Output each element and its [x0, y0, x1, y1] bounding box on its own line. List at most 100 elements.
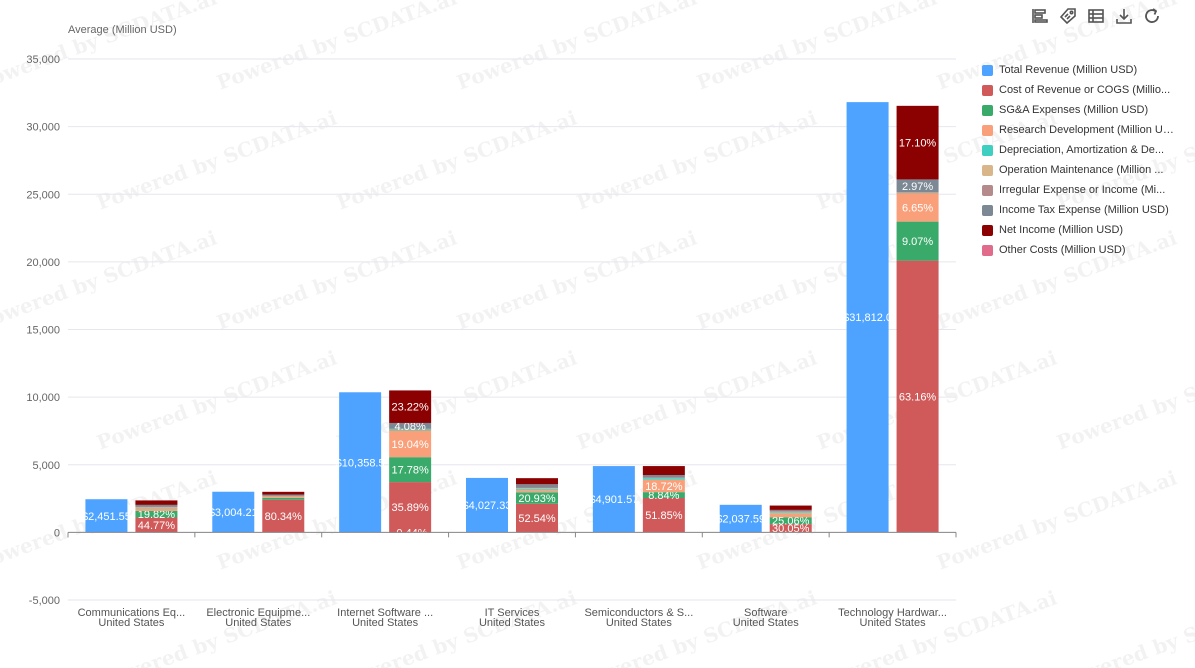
legend-item[interactable]: Irregular Expense or Income (Mi... — [982, 180, 1192, 200]
revenue-bar[interactable] — [466, 477, 508, 533]
stacked-segment[interactable] — [262, 499, 305, 533]
x-tick-sublabel: United States — [98, 617, 165, 629]
stacked-segment[interactable] — [896, 192, 939, 193]
chart-toolbar — [1030, 6, 1162, 26]
stacked-segment[interactable] — [896, 260, 939, 533]
stacked-segment[interactable] — [135, 507, 178, 508]
stacked-segment[interactable] — [135, 517, 178, 533]
y-tick-label: -5,000 — [29, 595, 60, 607]
segment-label: 2.97% — [902, 181, 933, 193]
stacked-segment[interactable] — [389, 422, 432, 429]
segment-label: 63.16% — [899, 391, 937, 403]
legend-item[interactable]: Total Revenue (Million USD) — [982, 60, 1192, 80]
stacked-segment[interactable] — [642, 478, 685, 480]
stacked-segment[interactable] — [135, 500, 178, 505]
download-icon[interactable] — [1114, 6, 1134, 26]
stacked-segment[interactable] — [516, 484, 558, 488]
legend-item[interactable]: Cost of Revenue or COGS (Millio... — [982, 80, 1192, 100]
segment-label: 20.93% — [518, 493, 556, 505]
revenue-bar-label: $4,027.33 — [463, 500, 512, 512]
stacked-segment[interactable] — [516, 478, 558, 485]
stacked-segment[interactable] — [516, 489, 558, 491]
stacked-segment[interactable] — [262, 496, 305, 498]
stacked-segment[interactable] — [769, 524, 812, 533]
revenue-bar[interactable] — [85, 499, 128, 533]
x-tick-sublabel: United States — [860, 617, 927, 629]
stacked-segment[interactable] — [135, 506, 178, 508]
stacked-segment[interactable] — [389, 428, 432, 430]
legend-item[interactable]: Research Development (Million USD) — [982, 120, 1192, 140]
revenue-bar[interactable] — [846, 102, 889, 533]
stacked-segment[interactable] — [135, 507, 178, 509]
stacked-segment[interactable] — [769, 511, 812, 513]
stacked-segment[interactable] — [642, 474, 685, 478]
tag-icon[interactable] — [1058, 6, 1078, 26]
stacked-segment[interactable] — [516, 492, 558, 504]
stacked-segment[interactable] — [135, 510, 178, 518]
watermark-text: Powered by SCDATA.ai — [574, 105, 821, 214]
stacked-segment[interactable] — [262, 495, 305, 497]
legend-item[interactable]: Income Tax Expense (Million USD) — [982, 200, 1192, 220]
stacked-segment[interactable] — [389, 429, 432, 431]
revenue-bar[interactable] — [339, 392, 382, 533]
stacked-segment[interactable] — [135, 508, 178, 511]
stacked-segment[interactable] — [896, 192, 939, 193]
stacked-segment[interactable] — [896, 192, 939, 194]
stacked-segment[interactable] — [769, 517, 812, 525]
stacked-segment[interactable] — [389, 390, 432, 423]
stacked-segment[interactable] — [389, 482, 432, 533]
stacked-segment[interactable] — [769, 511, 812, 512]
legend-item[interactable]: Other Costs (Million USD) — [982, 240, 1192, 260]
stacked-segment[interactable] — [769, 505, 812, 510]
stacked-segment[interactable] — [516, 503, 558, 533]
stacked-segment[interactable] — [516, 487, 558, 489]
legend-item[interactable]: Depreciation, Amortization & De... — [982, 140, 1192, 160]
stacked-segment[interactable] — [896, 105, 939, 180]
stacked-segment[interactable] — [262, 494, 305, 496]
stacked-segment[interactable] — [516, 488, 558, 490]
watermark-text: Powered by SCDATA.ai — [94, 345, 341, 454]
revenue-bar[interactable] — [592, 466, 635, 533]
stacked-segment[interactable] — [262, 491, 305, 495]
stacked-segment[interactable] — [642, 498, 685, 533]
refresh-icon[interactable] — [1142, 6, 1162, 26]
stacked-segment[interactable] — [262, 497, 305, 500]
legend-label: SG&A Expenses (Million USD) — [999, 104, 1149, 116]
stacked-segment[interactable] — [769, 509, 812, 512]
legend-label: Research Development (Million USD) — [999, 124, 1179, 136]
stacked-segment[interactable] — [642, 479, 685, 493]
stacked-segment[interactable] — [135, 504, 178, 507]
stacked-segment[interactable] — [896, 221, 939, 261]
table-icon[interactable] — [1086, 6, 1106, 26]
stacked-segment[interactable] — [642, 466, 685, 475]
legend-item[interactable]: Operation Maintenance (Million ... — [982, 160, 1192, 180]
stacked-segment[interactable] — [516, 490, 558, 493]
revenue-bar[interactable] — [212, 491, 255, 533]
stacked-segment[interactable] — [769, 513, 812, 518]
legend-item[interactable]: Net Income (Million USD) — [982, 220, 1192, 240]
stacked-segment[interactable] — [642, 477, 685, 478]
stacked-segment[interactable] — [389, 430, 432, 458]
stacked-segment[interactable] — [389, 457, 432, 483]
y-tick-label: 15,000 — [26, 325, 60, 337]
bar-chart-icon[interactable] — [1030, 6, 1050, 26]
legend-item[interactable]: SG&A Expenses (Million USD) — [982, 100, 1192, 120]
watermark-text: Powered by SCDATA.ai — [454, 0, 701, 95]
stacked-segment[interactable] — [896, 179, 939, 193]
y-tick-label: 5,000 — [32, 460, 60, 472]
bars: $2,451.55 44.77%19.82% $3,004.21 80.34% $10,… — [82, 102, 939, 539]
segment-label: 9.07% — [902, 236, 933, 248]
stacked-segment[interactable] — [642, 492, 685, 499]
legend-swatch — [982, 224, 993, 236]
y-tick-label: 0 — [54, 527, 60, 539]
legend-label: Income Tax Expense (Million USD) — [999, 204, 1169, 216]
legend-swatch — [982, 64, 993, 76]
stacked-segment[interactable] — [262, 496, 305, 497]
y-tick-label: 30,000 — [26, 122, 60, 134]
stacked-segment[interactable] — [642, 477, 685, 479]
stacked-segment[interactable] — [389, 428, 432, 430]
revenue-bar[interactable] — [719, 504, 762, 533]
stacked-segment[interactable] — [896, 192, 939, 222]
watermark-text: Powered by SCDATA.ai — [0, 225, 220, 334]
stacked-segment[interactable] — [769, 512, 812, 514]
